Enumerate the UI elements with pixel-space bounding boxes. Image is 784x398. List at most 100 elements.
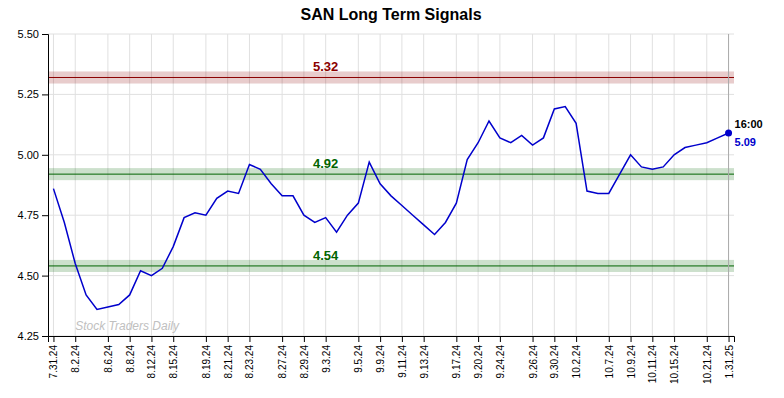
- x-tick-label: 9.26.24: [528, 345, 539, 379]
- x-tick-mark: [478, 336, 479, 342]
- x-axis-line: [49, 337, 735, 343]
- x-tick-label: 8.2.24: [70, 345, 81, 373]
- x-tick: 9.24.24: [495, 336, 506, 378]
- y-tick-label: 5.25: [18, 88, 39, 100]
- signal-line: [48, 174, 734, 175]
- x-tick-label: 8.15.24: [168, 345, 179, 379]
- x-tick-label: 10.15.24: [669, 345, 680, 384]
- x-tick-label: 9.11.24: [397, 345, 408, 378]
- x-tick-label: 10.2.24: [571, 345, 582, 379]
- signal-label: 4.54: [313, 248, 339, 263]
- x-tick-mark: [631, 336, 632, 342]
- x-tick-label: 8.23.24: [244, 345, 255, 379]
- x-tick: 7.31.24: [48, 336, 59, 378]
- y-tick-mark: [42, 34, 48, 35]
- signal-band: [48, 168, 734, 180]
- x-tick-label: 9.5.24: [353, 345, 364, 373]
- last-point: [725, 130, 732, 137]
- x-tick: 10.7.24: [604, 336, 615, 378]
- last-point-label: 16:00: [735, 118, 763, 130]
- y-tick: 4.75: [18, 209, 48, 221]
- x-tick-label: 8.12.24: [146, 345, 157, 379]
- x-tick: 1.31.25: [724, 336, 735, 378]
- x-tick-mark: [326, 336, 327, 342]
- x-tick-mark: [456, 336, 457, 342]
- x-tick-mark: [402, 336, 403, 342]
- y-axis: 4.25 4.50 4.75 5.00 5.25 5.50: [18, 28, 49, 342]
- x-tick-label: 9.3.24: [321, 345, 332, 373]
- last-point-label: 5.09: [735, 136, 756, 148]
- x-tick-label: 9.24.24: [495, 345, 506, 379]
- x-tick-mark: [533, 336, 534, 342]
- x-tick-mark: [151, 336, 152, 342]
- x-tick: 10.2.24: [571, 336, 582, 378]
- x-tick-label: 9.13.24: [419, 345, 430, 379]
- x-tick-mark: [75, 336, 76, 342]
- y-tick-label: 5.00: [18, 149, 39, 161]
- x-tick-mark: [707, 336, 708, 342]
- x-tick: 9.30.24: [549, 336, 560, 378]
- annotations: 5.32 4.92 4.54 16:00 5.09 Stock Traders Daily: [75, 59, 762, 333]
- x-tick: 9.11.24: [397, 336, 408, 378]
- x-tick: 8.23.24: [244, 336, 255, 378]
- x-tick-label: 9.20.24: [473, 345, 484, 379]
- x-tick: 8.19.24: [201, 336, 212, 378]
- signal-label: 5.32: [313, 59, 338, 74]
- y-tick: 5.25: [18, 88, 48, 100]
- x-tick: 10.15.24: [669, 336, 680, 384]
- x-tick: 10.21.24: [702, 336, 713, 384]
- y-axis-line: [42, 35, 49, 337]
- x-tick: 9.3.24: [321, 336, 332, 373]
- price-line: [53, 106, 728, 309]
- x-tick-mark: [53, 336, 54, 342]
- x-tick-label: 10.7.24: [604, 345, 615, 379]
- y-tick: 5.50: [18, 28, 48, 40]
- x-tick: 8.27.24: [277, 336, 288, 378]
- last-point-rule: [728, 34, 729, 336]
- y-tick-label: 4.50: [18, 270, 39, 282]
- signal-line: [48, 77, 734, 78]
- x-tick-mark: [554, 336, 555, 342]
- x-tick: 9.20.24: [473, 336, 484, 378]
- y-tick: 4.25: [18, 330, 48, 342]
- x-tick-mark: [173, 336, 174, 342]
- x-tick: 8.29.24: [299, 336, 310, 378]
- x-tick-label: 10.21.24: [702, 345, 713, 384]
- x-tick-label: 8.8.24: [125, 345, 136, 373]
- x-tick-label: 1.31.25: [724, 345, 735, 379]
- x-tick-mark: [108, 336, 109, 342]
- x-tick: 9.26.24: [528, 336, 539, 378]
- x-tick-mark: [576, 336, 577, 342]
- y-tick-mark: [42, 94, 48, 95]
- x-tick: 8.6.24: [103, 336, 114, 373]
- x-tick-mark: [380, 336, 381, 342]
- x-tick-mark: [500, 336, 501, 342]
- x-tick-label: 8.29.24: [299, 345, 310, 379]
- x-tick-mark: [674, 336, 675, 342]
- x-tick: 10.11.24: [647, 336, 658, 383]
- x-tick-mark: [304, 336, 305, 342]
- x-tick: 8.2.24: [70, 336, 81, 373]
- x-tick: 10.9.24: [626, 336, 637, 378]
- x-tick: 8.21.24: [223, 336, 234, 378]
- x-tick-mark: [652, 336, 653, 342]
- x-tick-label: 9.30.24: [549, 345, 560, 379]
- x-tick-label: 8.21.24: [223, 345, 234, 379]
- y-tick-label: 5.50: [18, 28, 39, 40]
- grid-line-y: [48, 215, 734, 216]
- watermark: Stock Traders Daily: [75, 319, 180, 333]
- plot-area: [48, 34, 734, 336]
- y-tick-mark: [42, 276, 48, 277]
- y-tick-mark: [42, 155, 48, 156]
- x-tick: 8.8.24: [125, 336, 136, 373]
- signal-label: 4.92: [313, 156, 338, 171]
- x-tick: 9.13.24: [419, 336, 430, 378]
- x-tick: 9.17.24: [451, 336, 462, 378]
- y-tick: 4.50: [18, 270, 48, 282]
- x-tick-mark: [130, 336, 131, 342]
- x-tick-mark: [228, 336, 229, 342]
- x-tick-label: 8.27.24: [277, 345, 288, 379]
- y-tick-label: 4.25: [18, 330, 39, 342]
- x-tick-label: 10.11.24: [647, 345, 658, 384]
- y-tick-mark: [42, 336, 48, 337]
